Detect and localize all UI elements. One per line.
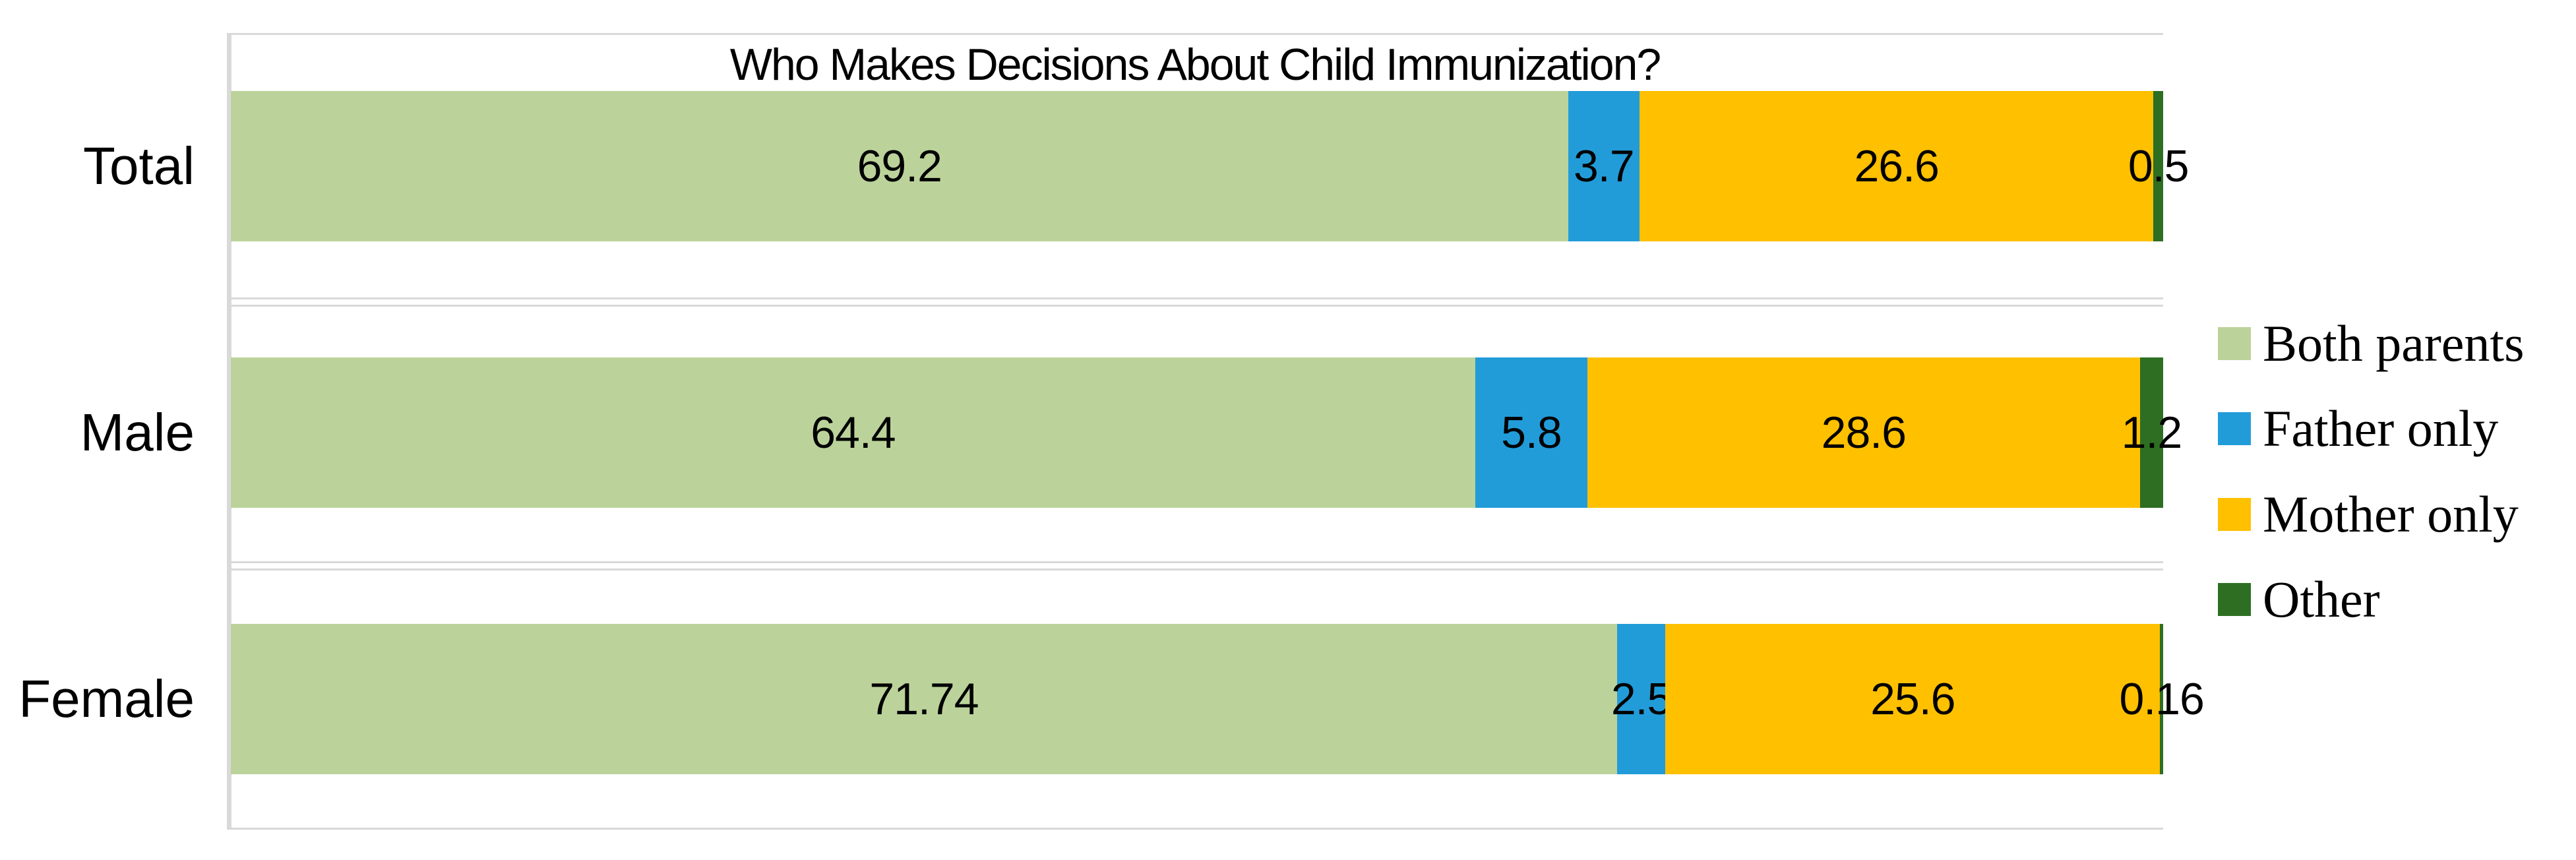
legend-item-other: Other bbox=[2218, 557, 2380, 642]
legend-swatch-other bbox=[2218, 583, 2251, 616]
bar-segment-total-both-parents: 69.2 bbox=[231, 91, 1568, 241]
legend-item-father-only: Father only bbox=[2218, 386, 2498, 472]
data-label-male-mother-only: 28.6 bbox=[1821, 408, 1907, 458]
category-label-male: Male bbox=[80, 403, 195, 462]
bar-segment-female-father-only: 2.5 bbox=[1610, 624, 1672, 774]
bar-segment-female-both-parents: 71.74 bbox=[231, 624, 1617, 774]
legend-swatch-both-parents bbox=[2218, 327, 2251, 360]
data-label-female-both-parents: 71.74 bbox=[869, 674, 979, 724]
legend-label-father-only: Father only bbox=[2263, 400, 2499, 457]
data-label-female-father-only: 2.5 bbox=[1610, 674, 1672, 724]
category-axis-line bbox=[227, 33, 231, 830]
bar-segment-female-mother-only: 25.6 bbox=[1665, 624, 2161, 774]
data-label-male-other: 1.2 bbox=[2121, 408, 2183, 458]
legend-label-other: Other bbox=[2263, 570, 2380, 628]
category-label-total: Total bbox=[83, 137, 195, 195]
data-label-female-mother-only: 25.6 bbox=[1870, 674, 1955, 724]
bar-segment-male-both-parents: 64.4 bbox=[231, 357, 1475, 508]
data-label-male-both-parents: 64.4 bbox=[811, 408, 896, 458]
legend-label-both-parents: Both parents bbox=[2263, 315, 2525, 372]
bar-segment-total-mother-only: 26.6 bbox=[1639, 91, 2154, 241]
legend-swatch-father-only bbox=[2218, 412, 2251, 445]
plot-row-female bbox=[227, 568, 2163, 830]
data-label-total-mother-only: 26.6 bbox=[1854, 141, 1939, 191]
bar-segment-male-father-only: 5.8 bbox=[1475, 357, 1587, 508]
legend-label-mother-only: Mother only bbox=[2263, 485, 2519, 543]
plot-row-total bbox=[227, 33, 2163, 299]
data-label-total-both-parents: 69.2 bbox=[857, 141, 942, 191]
data-label-total-other: 0.5 bbox=[2128, 141, 2190, 191]
plot-row-male bbox=[227, 305, 2163, 563]
data-label-total-father-only: 3.7 bbox=[1573, 141, 1635, 191]
category-label-female: Female bbox=[18, 669, 195, 728]
bar-segment-total-father-only: 3.7 bbox=[1568, 91, 1640, 241]
bar-segment-male-other: 1.2 bbox=[2121, 357, 2183, 508]
data-label-female-other: 0.16 bbox=[2119, 674, 2204, 724]
legend-item-both-parents: Both parents bbox=[2218, 301, 2524, 386]
bar-segment-male-mother-only: 28.6 bbox=[1587, 357, 2140, 508]
chart-title: Who Makes Decisions About Child Immuniza… bbox=[729, 40, 1661, 90]
bar-segment-female-other: 0.16 bbox=[2119, 624, 2205, 774]
legend-item-mother-only: Mother only bbox=[2218, 472, 2519, 557]
legend-swatch-mother-only bbox=[2218, 498, 2251, 531]
data-label-male-father-only: 5.8 bbox=[1501, 408, 1562, 458]
bar-segment-total-other: 0.5 bbox=[2128, 91, 2190, 241]
